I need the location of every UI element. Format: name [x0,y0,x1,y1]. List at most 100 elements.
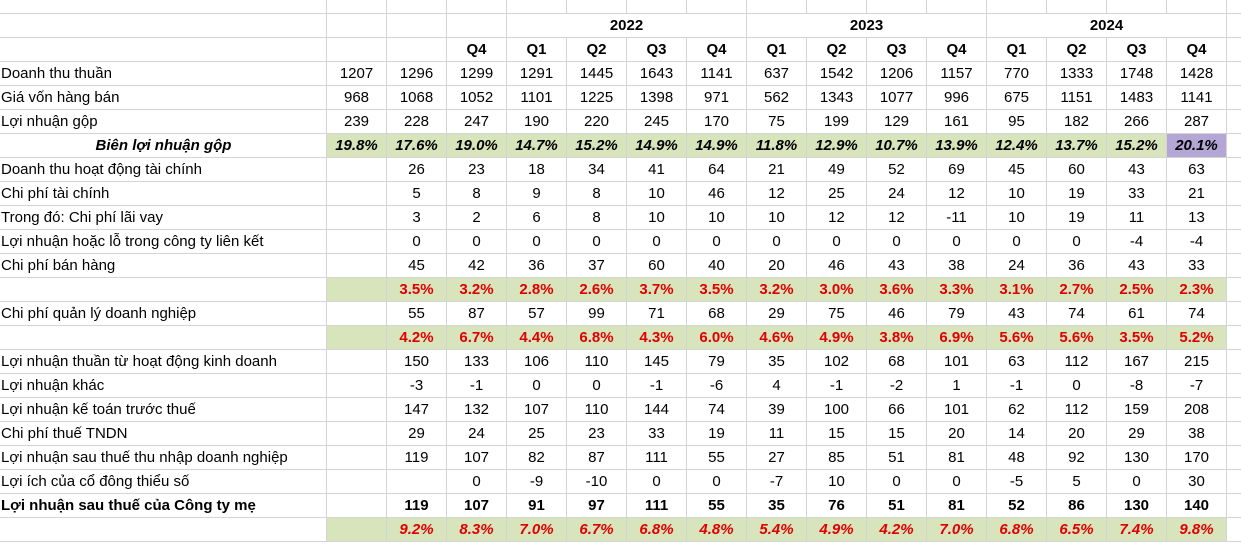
value-cell: 208 [1167,398,1227,422]
value-cell: 0 [567,230,627,254]
quarter-header: Q3 [1107,38,1167,62]
blank-cell [567,0,627,14]
quarter-header: Q4 [447,38,507,62]
value-cell: 11 [747,422,807,446]
value-cell: 46 [807,254,867,278]
value-cell: 220 [567,110,627,134]
value-cell: -1 [987,374,1047,398]
value-cell: 247 [447,110,507,134]
value-cell: 133 [447,350,507,374]
value-cell: 2.6% [567,278,627,302]
blank-cell [1227,86,1241,110]
value-cell: 1291 [507,62,567,86]
value-cell: 0 [447,470,507,494]
value-cell: 0 [687,230,747,254]
value-cell: 13 [1167,206,1227,230]
value-cell: 1398 [627,86,687,110]
value-cell: 101 [927,350,987,374]
value-cell: 69 [927,158,987,182]
value-cell: 10 [987,182,1047,206]
blank-cell [387,0,447,14]
value-cell: 9.8% [1167,518,1227,542]
value-cell: 24 [867,182,927,206]
blank-cell [1227,446,1241,470]
blank-cell [1227,518,1241,542]
value-cell: -11 [927,206,987,230]
value-cell: 0 [687,470,747,494]
value-cell: 13.9% [927,134,987,158]
value-cell: 0 [747,230,807,254]
value-cell: 10 [807,470,867,494]
value-cell: -1 [447,374,507,398]
value-cell: 150 [387,350,447,374]
value-cell: 5 [387,182,447,206]
value-cell: 3.3% [927,278,987,302]
blank-cell [1107,0,1167,14]
value-cell: 74 [1047,302,1107,326]
value-cell: 87 [447,302,507,326]
blank-cell [0,0,327,14]
value-cell [327,158,387,182]
value-cell: 6.8% [567,326,627,350]
value-cell: 62 [987,398,1047,422]
value-cell: 7.0% [927,518,987,542]
value-cell: 4.8% [687,518,747,542]
row-label [0,518,327,542]
value-cell: 102 [807,350,867,374]
value-cell: 45 [987,158,1047,182]
value-cell: 111 [627,494,687,518]
value-cell: 25 [807,182,867,206]
value-cell: 239 [327,110,387,134]
value-cell: 182 [1047,110,1107,134]
value-cell: 19 [1047,206,1107,230]
value-cell: 0 [447,230,507,254]
value-cell: 159 [1107,398,1167,422]
quarter-header: Q2 [567,38,627,62]
value-cell: 10 [747,206,807,230]
value-cell: 30 [1167,470,1227,494]
value-cell: 74 [1167,302,1227,326]
blank-cell [1227,62,1241,86]
value-cell: 0 [387,230,447,254]
value-cell: 6.8% [627,518,687,542]
value-cell: 0 [927,230,987,254]
value-cell: 9.2% [387,518,447,542]
value-cell: 3.7% [627,278,687,302]
value-cell: 85 [807,446,867,470]
value-cell: 52 [987,494,1047,518]
quarter-header: Q3 [627,38,687,62]
value-cell: 5.6% [1047,326,1107,350]
value-cell: 190 [507,110,567,134]
value-cell: -4 [1107,230,1167,254]
value-cell: 0 [1047,374,1107,398]
value-cell: 1428 [1167,62,1227,86]
blank-cell [1227,422,1241,446]
blank-cell [1047,0,1107,14]
value-cell: 4.2% [867,518,927,542]
row-label: Lợi nhuận khác [0,374,327,398]
value-cell: 996 [927,86,987,110]
value-cell: 215 [1167,350,1227,374]
quarter-header [327,38,387,62]
value-cell: 3.5% [387,278,447,302]
value-cell: 25 [507,422,567,446]
value-cell: 43 [1107,158,1167,182]
row-label: Trong đó: Chi phí lãi vay [0,206,327,230]
value-cell: 106 [507,350,567,374]
value-cell: 9 [507,182,567,206]
value-cell [327,494,387,518]
value-cell: 110 [567,398,627,422]
blank-cell [867,0,927,14]
value-cell: 1151 [1047,86,1107,110]
value-cell: 81 [927,446,987,470]
value-cell: 15.2% [1107,134,1167,158]
value-cell: 33 [1167,254,1227,278]
value-cell: 1 [927,374,987,398]
value-cell: 14 [987,422,1047,446]
value-cell: 76 [807,494,867,518]
blank-cell [447,14,507,38]
value-cell: 0 [507,230,567,254]
blank-cell [1227,470,1241,494]
value-cell: 27 [747,446,807,470]
value-cell: 68 [687,302,747,326]
